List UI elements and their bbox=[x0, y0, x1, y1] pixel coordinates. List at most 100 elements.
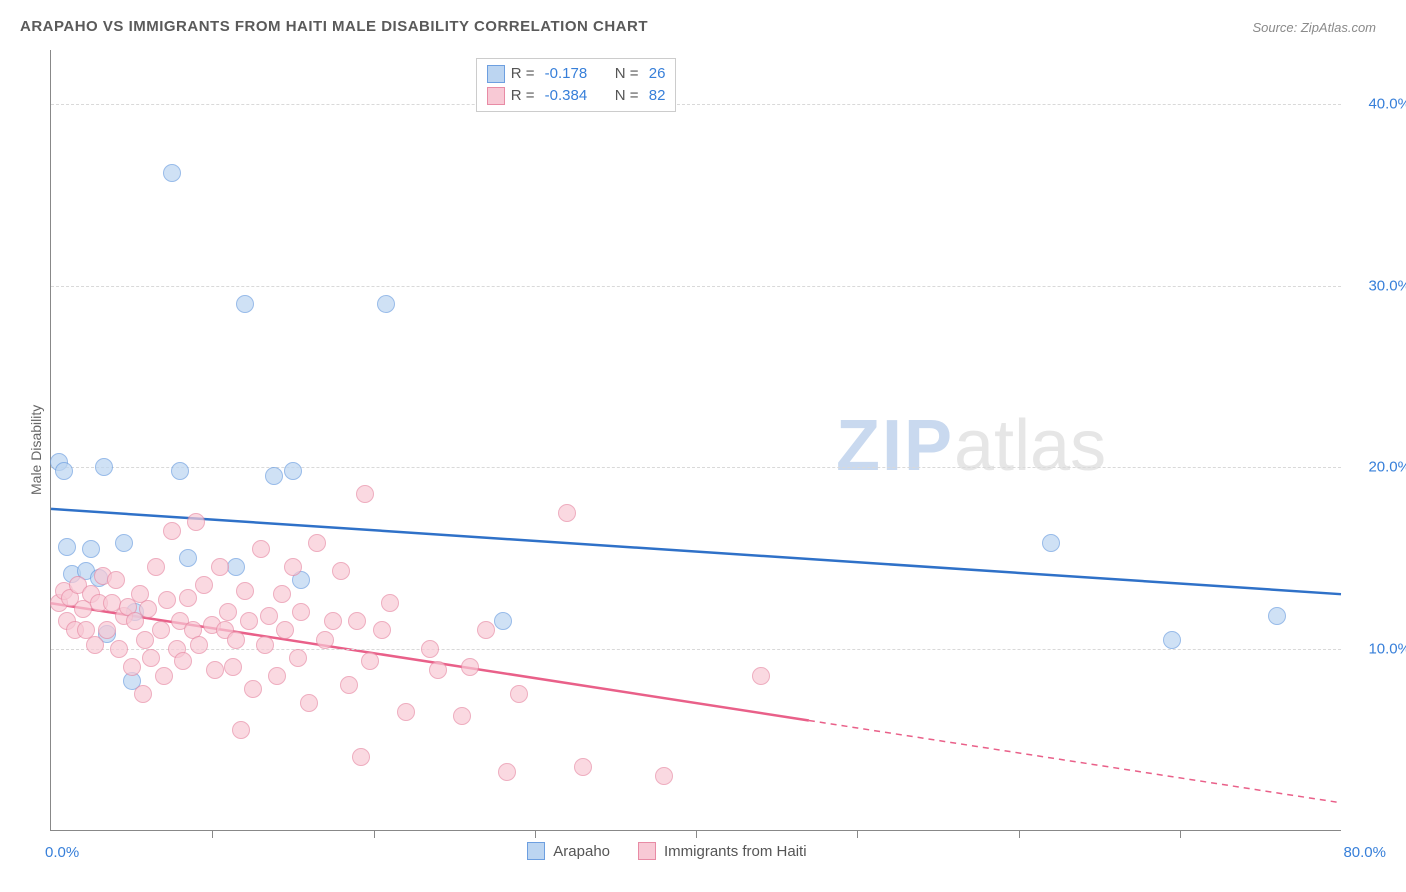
scatter-point bbox=[256, 636, 274, 654]
scatter-point bbox=[152, 621, 170, 639]
scatter-point bbox=[284, 462, 302, 480]
scatter-point bbox=[289, 649, 307, 667]
legend-swatch bbox=[638, 842, 656, 860]
scatter-point bbox=[227, 631, 245, 649]
scatter-point bbox=[142, 649, 160, 667]
stats-row: R = -0.178 N = 26 bbox=[487, 63, 666, 85]
scatter-point bbox=[134, 685, 152, 703]
scatter-point bbox=[265, 467, 283, 485]
r-value: -0.178 bbox=[545, 63, 605, 85]
scatter-point bbox=[1042, 534, 1060, 552]
x-tick bbox=[535, 830, 536, 838]
scatter-point bbox=[381, 594, 399, 612]
scatter-point bbox=[227, 558, 245, 576]
scatter-point bbox=[232, 721, 250, 739]
scatter-point bbox=[187, 513, 205, 531]
scatter-point bbox=[340, 676, 358, 694]
n-label: N = bbox=[611, 85, 643, 107]
n-value: 26 bbox=[649, 63, 666, 85]
scatter-point bbox=[268, 667, 286, 685]
x-tick bbox=[212, 830, 213, 838]
scatter-point bbox=[655, 767, 673, 785]
scatter-point bbox=[139, 600, 157, 618]
legend-swatch bbox=[487, 87, 505, 105]
scatter-point bbox=[147, 558, 165, 576]
scatter-point bbox=[752, 667, 770, 685]
gridline bbox=[51, 649, 1341, 650]
scatter-point bbox=[324, 612, 342, 630]
scatter-point bbox=[332, 562, 350, 580]
scatter-point bbox=[82, 540, 100, 558]
scatter-point bbox=[179, 549, 197, 567]
scatter-point bbox=[206, 661, 224, 679]
scatter-point bbox=[58, 538, 76, 556]
legend-item: Immigrants from Haiti bbox=[638, 842, 807, 860]
scatter-point bbox=[110, 640, 128, 658]
scatter-point bbox=[498, 763, 516, 781]
watermark-atlas: atlas bbox=[954, 406, 1106, 486]
plot-area: ZIPatlas 10.0%20.0%30.0%40.0% bbox=[50, 50, 1341, 831]
y-tick-label: 10.0% bbox=[1368, 640, 1406, 657]
scatter-point bbox=[95, 458, 113, 476]
legend-swatch bbox=[487, 65, 505, 83]
scatter-point bbox=[98, 621, 116, 639]
source-credit: Source: ZipAtlas.com bbox=[1252, 20, 1376, 35]
scatter-point bbox=[477, 621, 495, 639]
gridline bbox=[51, 286, 1341, 287]
scatter-point bbox=[494, 612, 512, 630]
trend-line-dashed bbox=[809, 720, 1341, 802]
scatter-point bbox=[1163, 631, 1181, 649]
n-label: N = bbox=[611, 63, 643, 85]
scatter-point bbox=[356, 485, 374, 503]
scatter-point bbox=[244, 680, 262, 698]
stats-row: R = -0.384 N = 82 bbox=[487, 85, 666, 107]
scatter-point bbox=[574, 758, 592, 776]
scatter-point bbox=[86, 636, 104, 654]
series-legend: Arapaho Immigrants from Haiti bbox=[527, 842, 806, 860]
scatter-point bbox=[260, 607, 278, 625]
legend-label: Arapaho bbox=[553, 843, 610, 860]
scatter-point bbox=[236, 295, 254, 313]
x-tick bbox=[696, 830, 697, 838]
scatter-point bbox=[236, 582, 254, 600]
scatter-point bbox=[163, 164, 181, 182]
scatter-point bbox=[158, 591, 176, 609]
gridline bbox=[51, 104, 1341, 105]
y-axis-label: Male Disability bbox=[28, 404, 44, 494]
x-axis-max-label: 80.0% bbox=[1343, 844, 1386, 861]
legend-item: Arapaho bbox=[527, 842, 610, 860]
legend-label: Immigrants from Haiti bbox=[664, 843, 807, 860]
scatter-point bbox=[190, 636, 208, 654]
scatter-point bbox=[276, 621, 294, 639]
scatter-point bbox=[348, 612, 366, 630]
scatter-point bbox=[123, 658, 141, 676]
scatter-point bbox=[252, 540, 270, 558]
scatter-point bbox=[219, 603, 237, 621]
legend-swatch bbox=[527, 842, 545, 860]
scatter-point bbox=[453, 707, 471, 725]
r-label: R = bbox=[511, 85, 539, 107]
scatter-point bbox=[373, 621, 391, 639]
y-tick-label: 30.0% bbox=[1368, 277, 1406, 294]
scatter-point bbox=[292, 603, 310, 621]
scatter-point bbox=[300, 694, 318, 712]
scatter-point bbox=[361, 652, 379, 670]
scatter-point bbox=[240, 612, 258, 630]
scatter-point bbox=[174, 652, 192, 670]
trend-lines-layer bbox=[51, 50, 1341, 830]
scatter-point bbox=[397, 703, 415, 721]
scatter-point bbox=[510, 685, 528, 703]
watermark-zip: ZIP bbox=[836, 406, 954, 486]
scatter-point bbox=[377, 295, 395, 313]
scatter-point bbox=[316, 631, 334, 649]
x-tick bbox=[1019, 830, 1020, 838]
scatter-point bbox=[284, 558, 302, 576]
trend-line-solid bbox=[51, 603, 809, 720]
scatter-point bbox=[558, 504, 576, 522]
scatter-point bbox=[115, 534, 133, 552]
x-tick bbox=[857, 830, 858, 838]
x-axis-min-label: 0.0% bbox=[45, 844, 79, 861]
n-value: 82 bbox=[649, 85, 666, 107]
stats-legend: R = -0.178 N = 26R = -0.384 N = 82 bbox=[476, 58, 677, 112]
scatter-point bbox=[429, 661, 447, 679]
